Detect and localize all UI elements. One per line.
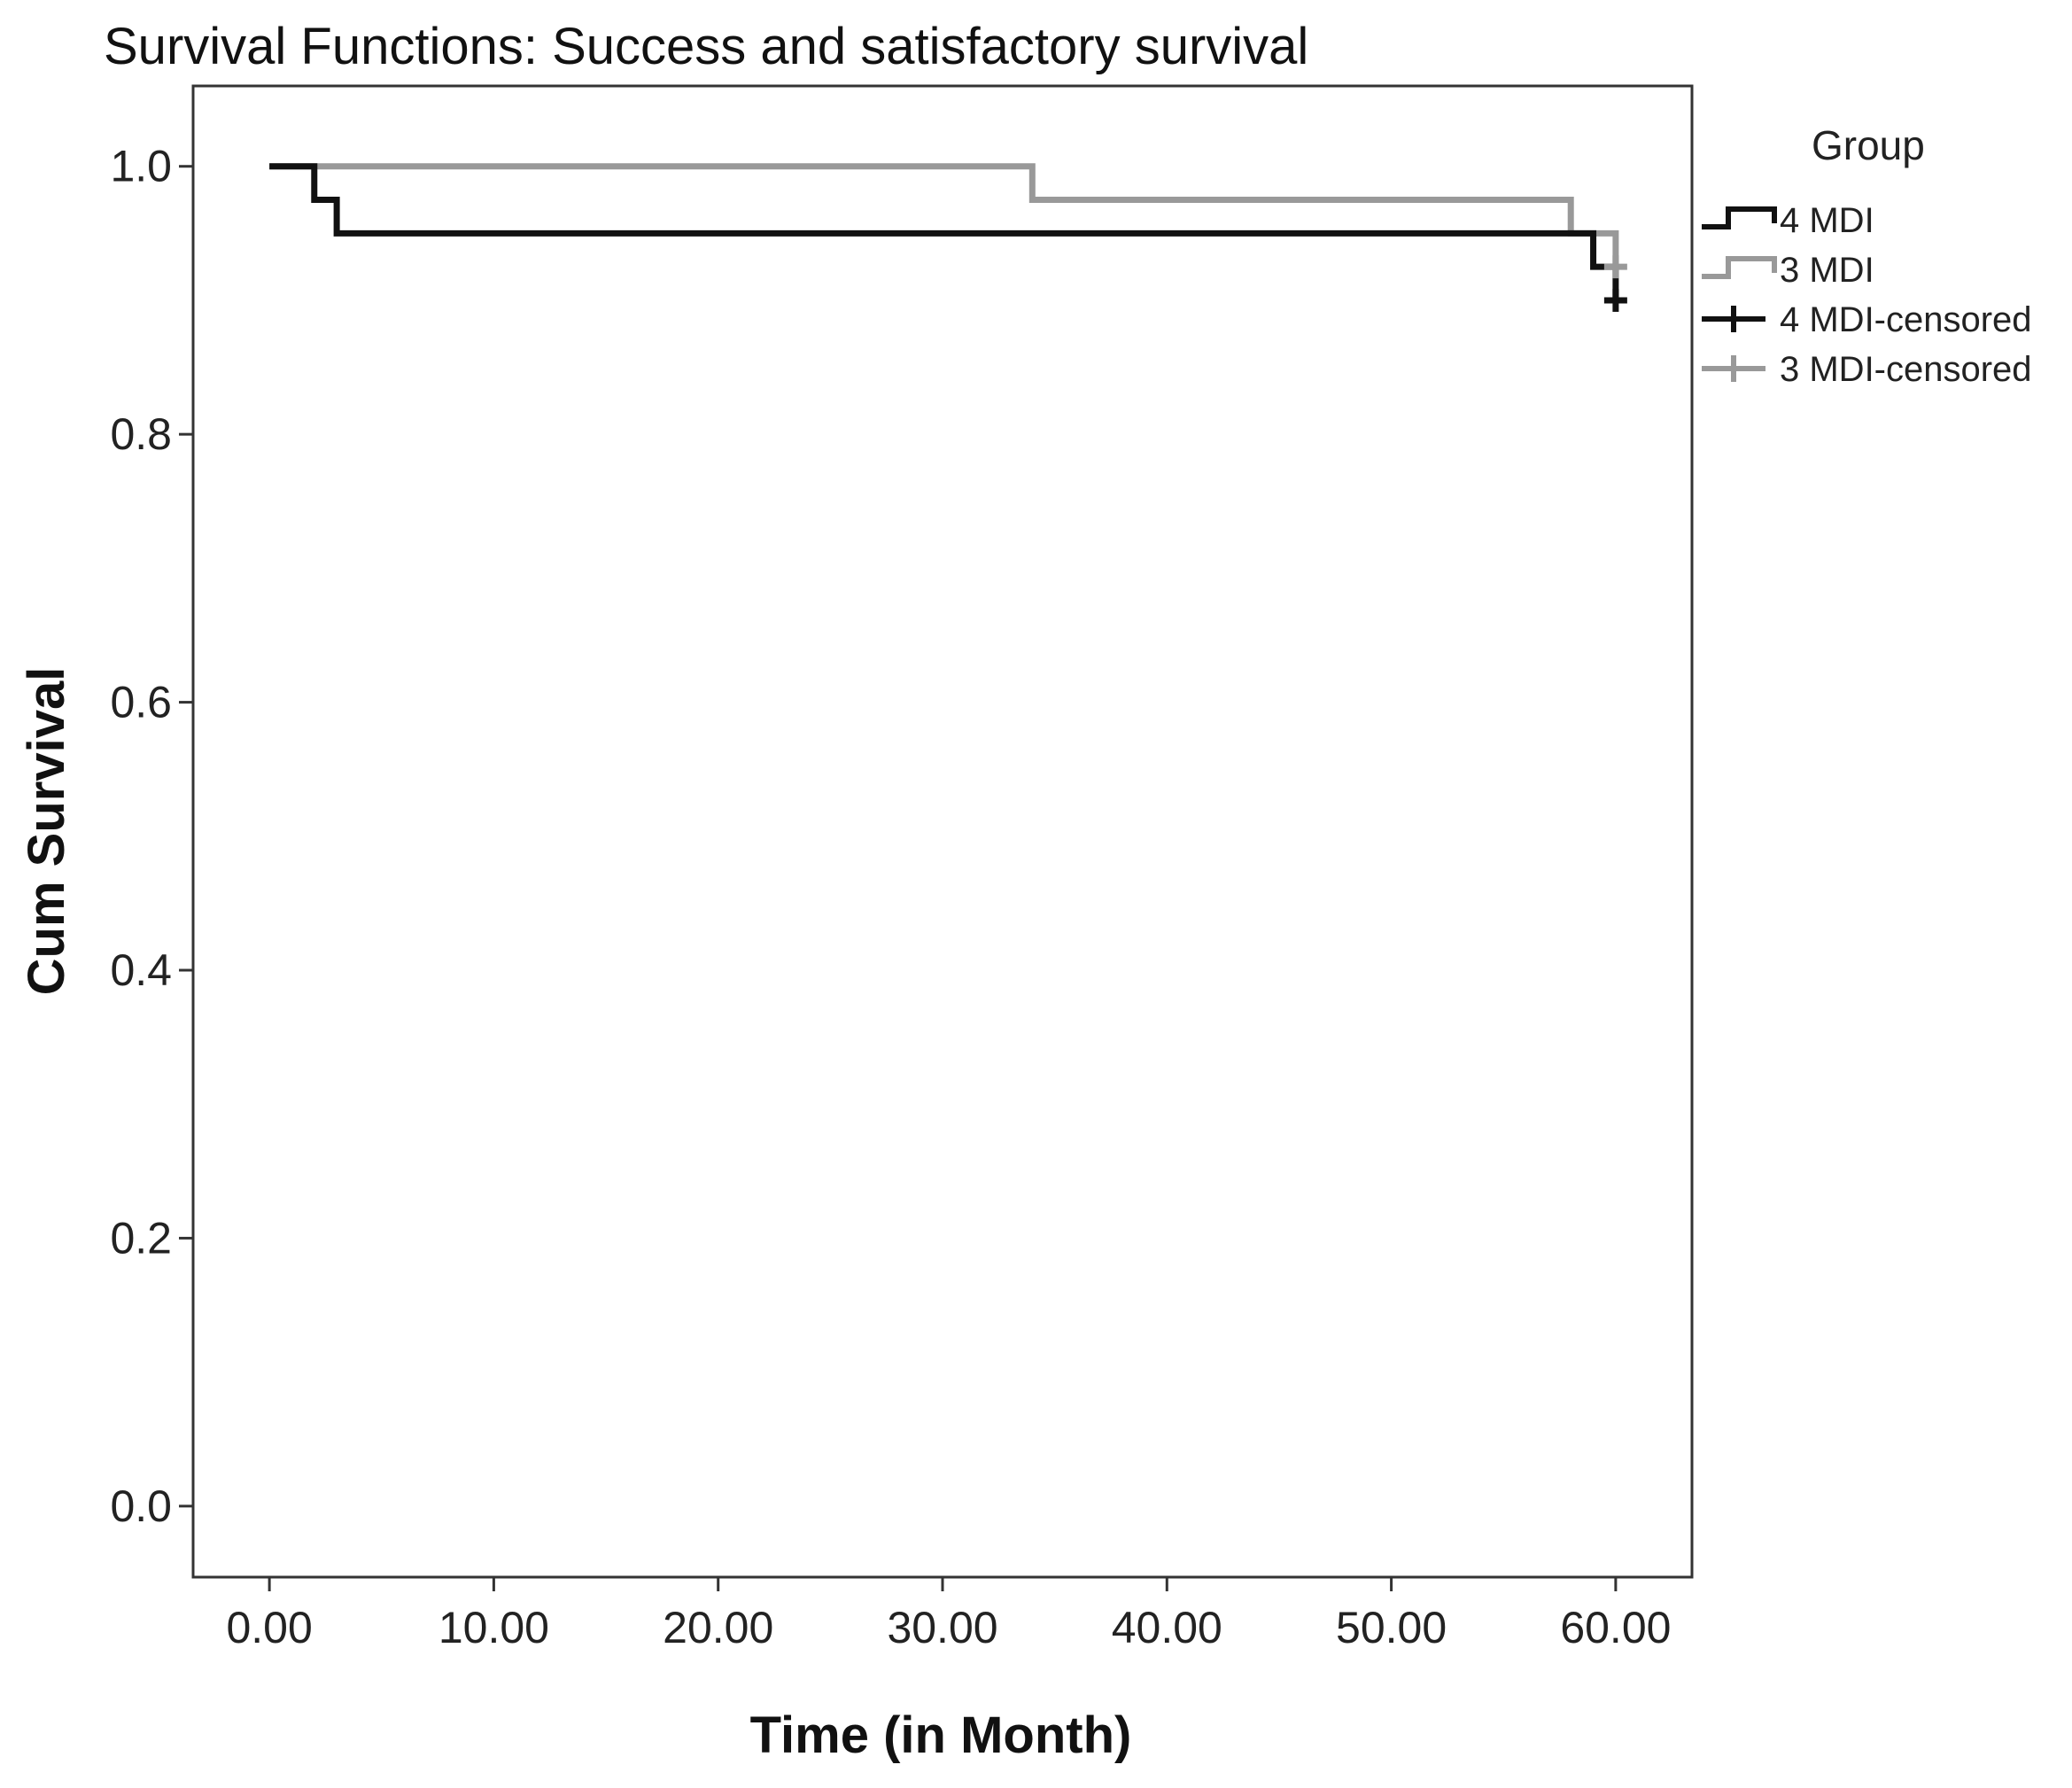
legend-swatch	[1702, 355, 1765, 382]
x-tick-label: 20.00	[663, 1603, 773, 1652]
x-axis-ticks: 0.00 10.00 20.00 30.00 40.00 50.00 60.00	[226, 1577, 1671, 1652]
legend-item: 4 MDI	[1702, 201, 1874, 240]
x-tick-label: 0.00	[226, 1603, 312, 1652]
series-line-3-mdi	[269, 163, 1619, 268]
y-axis-label: Cum Survival	[18, 667, 75, 996]
legend-swatch	[1702, 206, 1777, 229]
y-tick-label: 1.0	[110, 142, 172, 191]
legend-item: 4 MDI-censored	[1702, 300, 2032, 339]
x-tick-label: 60.00	[1560, 1603, 1671, 1652]
legend-label: 3 MDI	[1780, 251, 1874, 290]
legend-swatch	[1702, 306, 1765, 332]
y-axis-ticks: 0.0 0.2 0.4 0.6 0.8 1.0	[110, 142, 193, 1531]
y-tick-label: 0.8	[110, 409, 172, 459]
legend-label: 4 MDI-censored	[1780, 300, 2032, 339]
legend-swatch	[1702, 256, 1777, 279]
censor-mark-3-mdi	[1603, 255, 1627, 279]
x-tick-label: 10.00	[438, 1603, 549, 1652]
legend-item: 3 MDI	[1702, 251, 1874, 290]
y-tick-label: 0.0	[110, 1481, 172, 1531]
x-tick-label: 50.00	[1336, 1603, 1447, 1652]
series-line-4-mdi	[269, 163, 1619, 300]
legend-items: 4 MDI 3 MDI 4 MDI-censored 3 MDI-censored	[1702, 201, 2032, 389]
y-tick-label: 0.6	[110, 678, 172, 727]
y-tick-label: 0.4	[110, 945, 172, 995]
chart-title: Survival Functions: Success and satisfac…	[104, 18, 1308, 75]
y-tick-label: 0.2	[110, 1213, 172, 1263]
x-tick-label: 30.00	[887, 1603, 997, 1652]
legend-item: 3 MDI-censored	[1702, 350, 2032, 389]
x-axis-label: Time (in Month)	[750, 1706, 1132, 1764]
legend-label: 3 MDI-censored	[1780, 350, 2032, 389]
legend-label: 4 MDI	[1780, 201, 1874, 240]
censor-mark-4-mdi	[1603, 288, 1627, 312]
legend-title: Group	[1812, 122, 1925, 168]
legend: Group 4 MDI 3 MDI 4 MDI-censored 3 MDI-cens…	[1702, 122, 2032, 389]
series-layer	[269, 163, 1619, 300]
censor-layer	[1603, 255, 1627, 312]
plot-frame	[191, 84, 1694, 1579]
x-tick-label: 40.00	[1112, 1603, 1222, 1652]
